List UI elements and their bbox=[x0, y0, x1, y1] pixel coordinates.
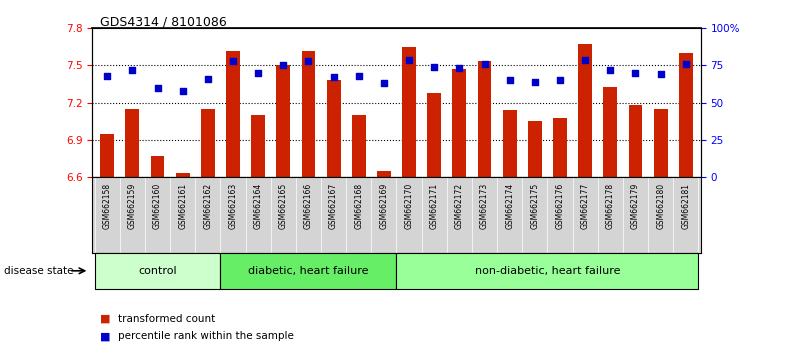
Text: GSM662163: GSM662163 bbox=[228, 183, 237, 229]
Point bbox=[176, 88, 189, 93]
Text: GSM662160: GSM662160 bbox=[153, 183, 162, 229]
Point bbox=[327, 75, 340, 80]
Text: GSM662166: GSM662166 bbox=[304, 183, 313, 229]
Bar bbox=[503, 110, 517, 177]
Bar bbox=[402, 47, 416, 177]
Bar bbox=[201, 109, 215, 177]
Text: GSM662164: GSM662164 bbox=[254, 183, 263, 229]
Text: percentile rank within the sample: percentile rank within the sample bbox=[118, 331, 294, 341]
Text: transformed count: transformed count bbox=[118, 314, 215, 324]
Text: non-diabetic, heart failure: non-diabetic, heart failure bbox=[475, 266, 620, 276]
Bar bbox=[528, 121, 541, 177]
Text: GSM662175: GSM662175 bbox=[530, 183, 539, 229]
Bar bbox=[396, 253, 698, 289]
Text: GSM662168: GSM662168 bbox=[354, 183, 364, 229]
Point bbox=[679, 61, 692, 67]
Bar bbox=[453, 69, 466, 177]
Text: GSM662173: GSM662173 bbox=[480, 183, 489, 229]
Bar bbox=[578, 44, 592, 177]
Bar bbox=[603, 86, 618, 177]
Point bbox=[428, 64, 441, 70]
Text: GSM662161: GSM662161 bbox=[178, 183, 187, 229]
Text: control: control bbox=[139, 266, 177, 276]
Text: diabetic, heart failure: diabetic, heart failure bbox=[248, 266, 368, 276]
Point bbox=[252, 70, 264, 76]
Text: GSM662171: GSM662171 bbox=[429, 183, 439, 229]
Text: GSM662176: GSM662176 bbox=[556, 183, 565, 229]
Point bbox=[529, 79, 541, 85]
Point bbox=[227, 58, 239, 64]
Text: GSM662167: GSM662167 bbox=[329, 183, 338, 229]
Bar bbox=[327, 80, 340, 177]
Bar bbox=[226, 51, 240, 177]
Point bbox=[352, 73, 365, 79]
Text: GSM662181: GSM662181 bbox=[682, 183, 690, 229]
Text: GSM662158: GSM662158 bbox=[103, 183, 111, 229]
Text: GSM662177: GSM662177 bbox=[581, 183, 590, 229]
Text: disease state: disease state bbox=[4, 266, 74, 276]
Text: GSM662165: GSM662165 bbox=[279, 183, 288, 229]
Bar bbox=[100, 133, 114, 177]
Text: GSM662170: GSM662170 bbox=[405, 183, 413, 229]
Point bbox=[201, 76, 214, 82]
Point bbox=[579, 57, 592, 62]
Point bbox=[553, 78, 566, 83]
Bar bbox=[352, 115, 366, 177]
Text: GSM662174: GSM662174 bbox=[505, 183, 514, 229]
Text: GSM662162: GSM662162 bbox=[203, 183, 212, 229]
Point bbox=[277, 63, 290, 68]
Bar bbox=[553, 118, 567, 177]
Bar bbox=[679, 53, 693, 177]
Point bbox=[126, 67, 139, 73]
Point bbox=[101, 73, 114, 79]
Point bbox=[302, 58, 315, 64]
Point bbox=[604, 67, 617, 73]
Bar bbox=[276, 65, 290, 177]
Point bbox=[453, 65, 466, 71]
Text: GDS4314 / 8101086: GDS4314 / 8101086 bbox=[100, 16, 227, 29]
Bar bbox=[654, 109, 667, 177]
Bar bbox=[220, 253, 396, 289]
Bar bbox=[252, 115, 265, 177]
Bar bbox=[427, 93, 441, 177]
Bar bbox=[301, 51, 316, 177]
Point bbox=[403, 57, 416, 62]
Text: GSM662180: GSM662180 bbox=[656, 183, 665, 229]
Bar bbox=[629, 105, 642, 177]
Bar bbox=[377, 171, 391, 177]
Point bbox=[654, 72, 667, 77]
Bar bbox=[477, 61, 492, 177]
Text: GSM662178: GSM662178 bbox=[606, 183, 615, 229]
Bar bbox=[95, 253, 220, 289]
Point bbox=[478, 61, 491, 67]
Point bbox=[503, 78, 516, 83]
Point bbox=[629, 70, 642, 76]
Text: ■: ■ bbox=[100, 314, 111, 324]
Text: GSM662172: GSM662172 bbox=[455, 183, 464, 229]
Text: GSM662179: GSM662179 bbox=[631, 183, 640, 229]
Text: GSM662159: GSM662159 bbox=[128, 183, 137, 229]
Bar bbox=[175, 173, 190, 177]
Bar bbox=[151, 156, 164, 177]
Point bbox=[377, 80, 390, 86]
Text: ■: ■ bbox=[100, 331, 111, 341]
Text: GSM662169: GSM662169 bbox=[380, 183, 388, 229]
Bar bbox=[126, 109, 139, 177]
Point bbox=[151, 85, 164, 91]
